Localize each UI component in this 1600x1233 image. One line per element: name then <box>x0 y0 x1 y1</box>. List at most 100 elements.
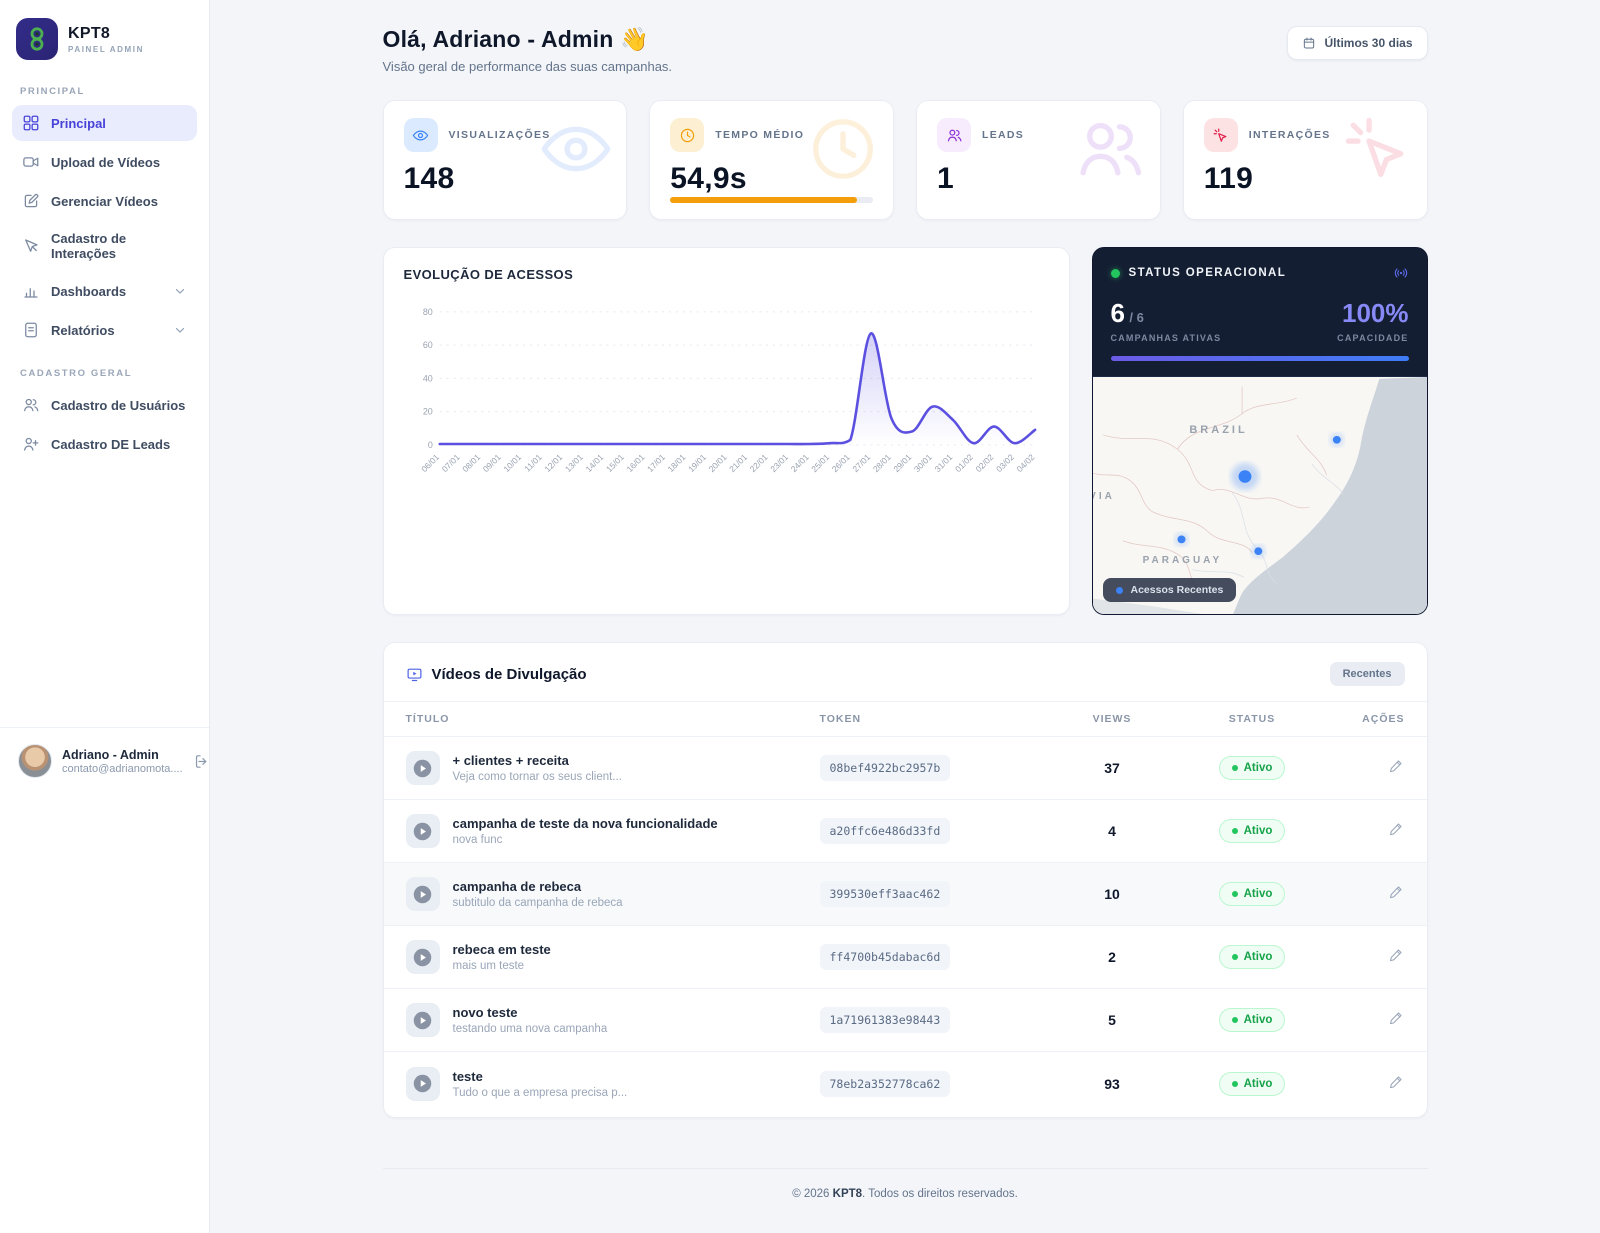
video-title: campanha de rebeca <box>452 879 582 894</box>
logout-icon[interactable] <box>193 753 210 770</box>
svg-text:03/02: 03/02 <box>994 452 1016 474</box>
tempo-progress-bar <box>670 197 873 203</box>
broadcast-icon <box>1393 265 1409 281</box>
svg-text:0: 0 <box>427 440 432 450</box>
edit-icon[interactable] <box>1388 1073 1405 1090</box>
sidebar-item-upload-de-v-deos[interactable]: Upload de Vídeos <box>12 144 197 180</box>
status-dot-icon <box>1231 1017 1238 1023</box>
divider <box>0 727 209 728</box>
footer: © 2026 KPT8. Todos os direitos reservado… <box>382 1168 1428 1200</box>
table-row: campanha de teste da nova funcionalidade… <box>383 800 1427 863</box>
page-header: Olá, Adriano - Admin 👋 Visão geral de pe… <box>383 26 1428 74</box>
sidebar-item-principal[interactable]: Principal <box>12 105 197 141</box>
video-views: 4 <box>1108 823 1116 839</box>
play-button[interactable] <box>405 1066 440 1101</box>
play-button[interactable] <box>405 814 440 848</box>
table-row: + clientes + receita Veja como tornar os… <box>383 737 1427 800</box>
cursor-click-icon <box>1203 118 1238 152</box>
status-dot-icon <box>1231 828 1238 834</box>
edit-icon[interactable] <box>1388 757 1405 774</box>
status-badge: Ativo <box>1218 945 1286 969</box>
svg-text:07/01: 07/01 <box>439 452 461 474</box>
stat-value: 54,9s <box>670 162 747 195</box>
sidebar-item-relat-rios[interactable]: Relatórios <box>12 312 197 348</box>
calendar-icon <box>1302 36 1316 50</box>
svg-text:31/01: 31/01 <box>932 452 954 474</box>
recent-badge[interactable]: Recentes <box>1329 662 1405 686</box>
status-badge: Ativo <box>1218 1071 1286 1096</box>
video-subtitle: testando uma nova campanha <box>452 1023 608 1035</box>
svg-text:15/01: 15/01 <box>603 452 625 474</box>
svg-text:16/01: 16/01 <box>624 452 646 474</box>
column-acoes: AÇÕES <box>1362 713 1405 725</box>
svg-text:14/01: 14/01 <box>583 452 605 474</box>
active-campaigns-total: / 6 <box>1129 310 1144 325</box>
video-views: 5 <box>1108 1012 1116 1028</box>
access-map: BRAZIL PARAGUAY VIA Acessos Recentes <box>1091 376 1427 614</box>
sidebar-nav: PRINCIPAL Principal Upload de Vídeos Ger… <box>12 66 197 465</box>
status-dot-icon <box>1231 954 1238 960</box>
video-subtitle: mais um teste <box>452 960 525 972</box>
video-token: a20ffc6e486d33fd <box>819 818 951 844</box>
status-dot-icon <box>1231 1080 1238 1087</box>
sidebar-item-cadastro-de-usu-rios[interactable]: Cadastro de Usuários <box>12 387 197 423</box>
video-title: + clientes + receita <box>452 753 569 768</box>
video-title: campanha de teste da nova funcionalidade <box>452 816 718 831</box>
svg-text:80: 80 <box>422 307 432 317</box>
video-subtitle: nova func <box>452 834 503 846</box>
svg-text:30/01: 30/01 <box>911 452 933 474</box>
videos-table-card: Vídeos de Divulgação Recentes TÍTULO TOK… <box>382 642 1428 1118</box>
video-camera-icon <box>22 153 40 171</box>
status-title: STATUS OPERACIONAL <box>1128 267 1287 279</box>
edit-icon[interactable] <box>1388 946 1405 963</box>
column-views: VIEWS <box>1092 713 1132 725</box>
edit-icon[interactable] <box>1388 1009 1405 1026</box>
user-block: Adriano - Admin contato@adrianomota.... <box>12 728 206 794</box>
nav-section-label: PRINCIPAL <box>20 86 85 97</box>
eye-icon <box>403 118 438 152</box>
sidebar-item-cadastro-de-intera-es[interactable]: Cadastro de Interações <box>12 222 197 270</box>
stats-row: VISUALIZAÇÕES 148 TEMPO MÉDIO 54,9s LEAD… <box>382 100 1428 220</box>
sidebar-item-dashboards[interactable]: Dashboards <box>12 273 197 309</box>
stat-value: 1 <box>937 162 954 195</box>
svg-text:06/01: 06/01 <box>419 452 441 474</box>
line-chart: 80 60 40 20 0 06/01 07/01 08/01 09/01 10/01 11/01 1… <box>404 296 1049 512</box>
svg-text:19/01: 19/01 <box>686 452 708 474</box>
table-row: teste Tudo o que a empresa precisa p... … <box>384 1052 1427 1115</box>
sidebar-item-gerenciar-v-deos[interactable]: Gerenciar Vídeos <box>12 183 197 219</box>
brand-logo-icon <box>16 18 58 60</box>
svg-text:22/01: 22/01 <box>747 452 769 474</box>
play-button[interactable] <box>405 1003 440 1037</box>
play-button[interactable] <box>405 877 440 911</box>
date-range-button[interactable]: Últimos 30 dias <box>1287 26 1428 60</box>
capacity-label: CAPACIDADE <box>1337 333 1409 343</box>
edit-icon[interactable] <box>1388 883 1405 900</box>
table-row: rebeca em teste mais um teste ff4700b45d… <box>383 926 1427 989</box>
operational-status-card: STATUS OPERACIONAL 6 / 6 CAMPANHAS ATIVA… <box>1091 247 1428 615</box>
sidebar-item-cadastro-de-leads[interactable]: Cadastro DE Leads <box>12 426 197 462</box>
chart-title: EVOLUÇÃO DE ACESSOS <box>403 267 574 282</box>
table-row: campanha de rebeca subtitulo da campanha… <box>383 863 1427 926</box>
status-dot-icon <box>1231 765 1238 771</box>
play-button[interactable] <box>405 751 440 785</box>
main-area: Olá, Adriano - Admin 👋 Visão geral de pe… <box>210 0 1600 1233</box>
table-header: TÍTULO TOKEN VIEWS STATUS AÇÕES <box>383 701 1427 737</box>
svg-text:27/01: 27/01 <box>850 452 872 474</box>
svg-text:13/01: 13/01 <box>562 452 584 474</box>
access-evolution-chart-card: EVOLUÇÃO DE ACESSOS 80 60 40 20 0 06/01 07/01 0… <box>382 247 1070 615</box>
nav-section-label: CADASTRO GERAL <box>20 368 133 379</box>
status-badge: Ativo <box>1218 1008 1286 1032</box>
active-campaigns-label: CAMPANHAS ATIVAS <box>1110 333 1222 343</box>
svg-text:25/01: 25/01 <box>809 452 831 474</box>
sidebar-item-label: Principal <box>51 115 106 131</box>
map-label-paraguay: PARAGUAY <box>1142 554 1223 566</box>
edit-icon[interactable] <box>1388 820 1405 837</box>
map-label-bolivia: VIA <box>1091 490 1115 502</box>
svg-text:09/01: 09/01 <box>480 452 502 474</box>
status-online-dot <box>1110 268 1120 278</box>
brand: KPT8 PAINEL ADMIN <box>12 16 197 66</box>
videos-title: Vídeos de Divulgação <box>406 666 587 683</box>
status-badge: Ativo <box>1218 819 1286 843</box>
svg-text:20: 20 <box>422 407 432 417</box>
play-button[interactable] <box>405 940 440 974</box>
